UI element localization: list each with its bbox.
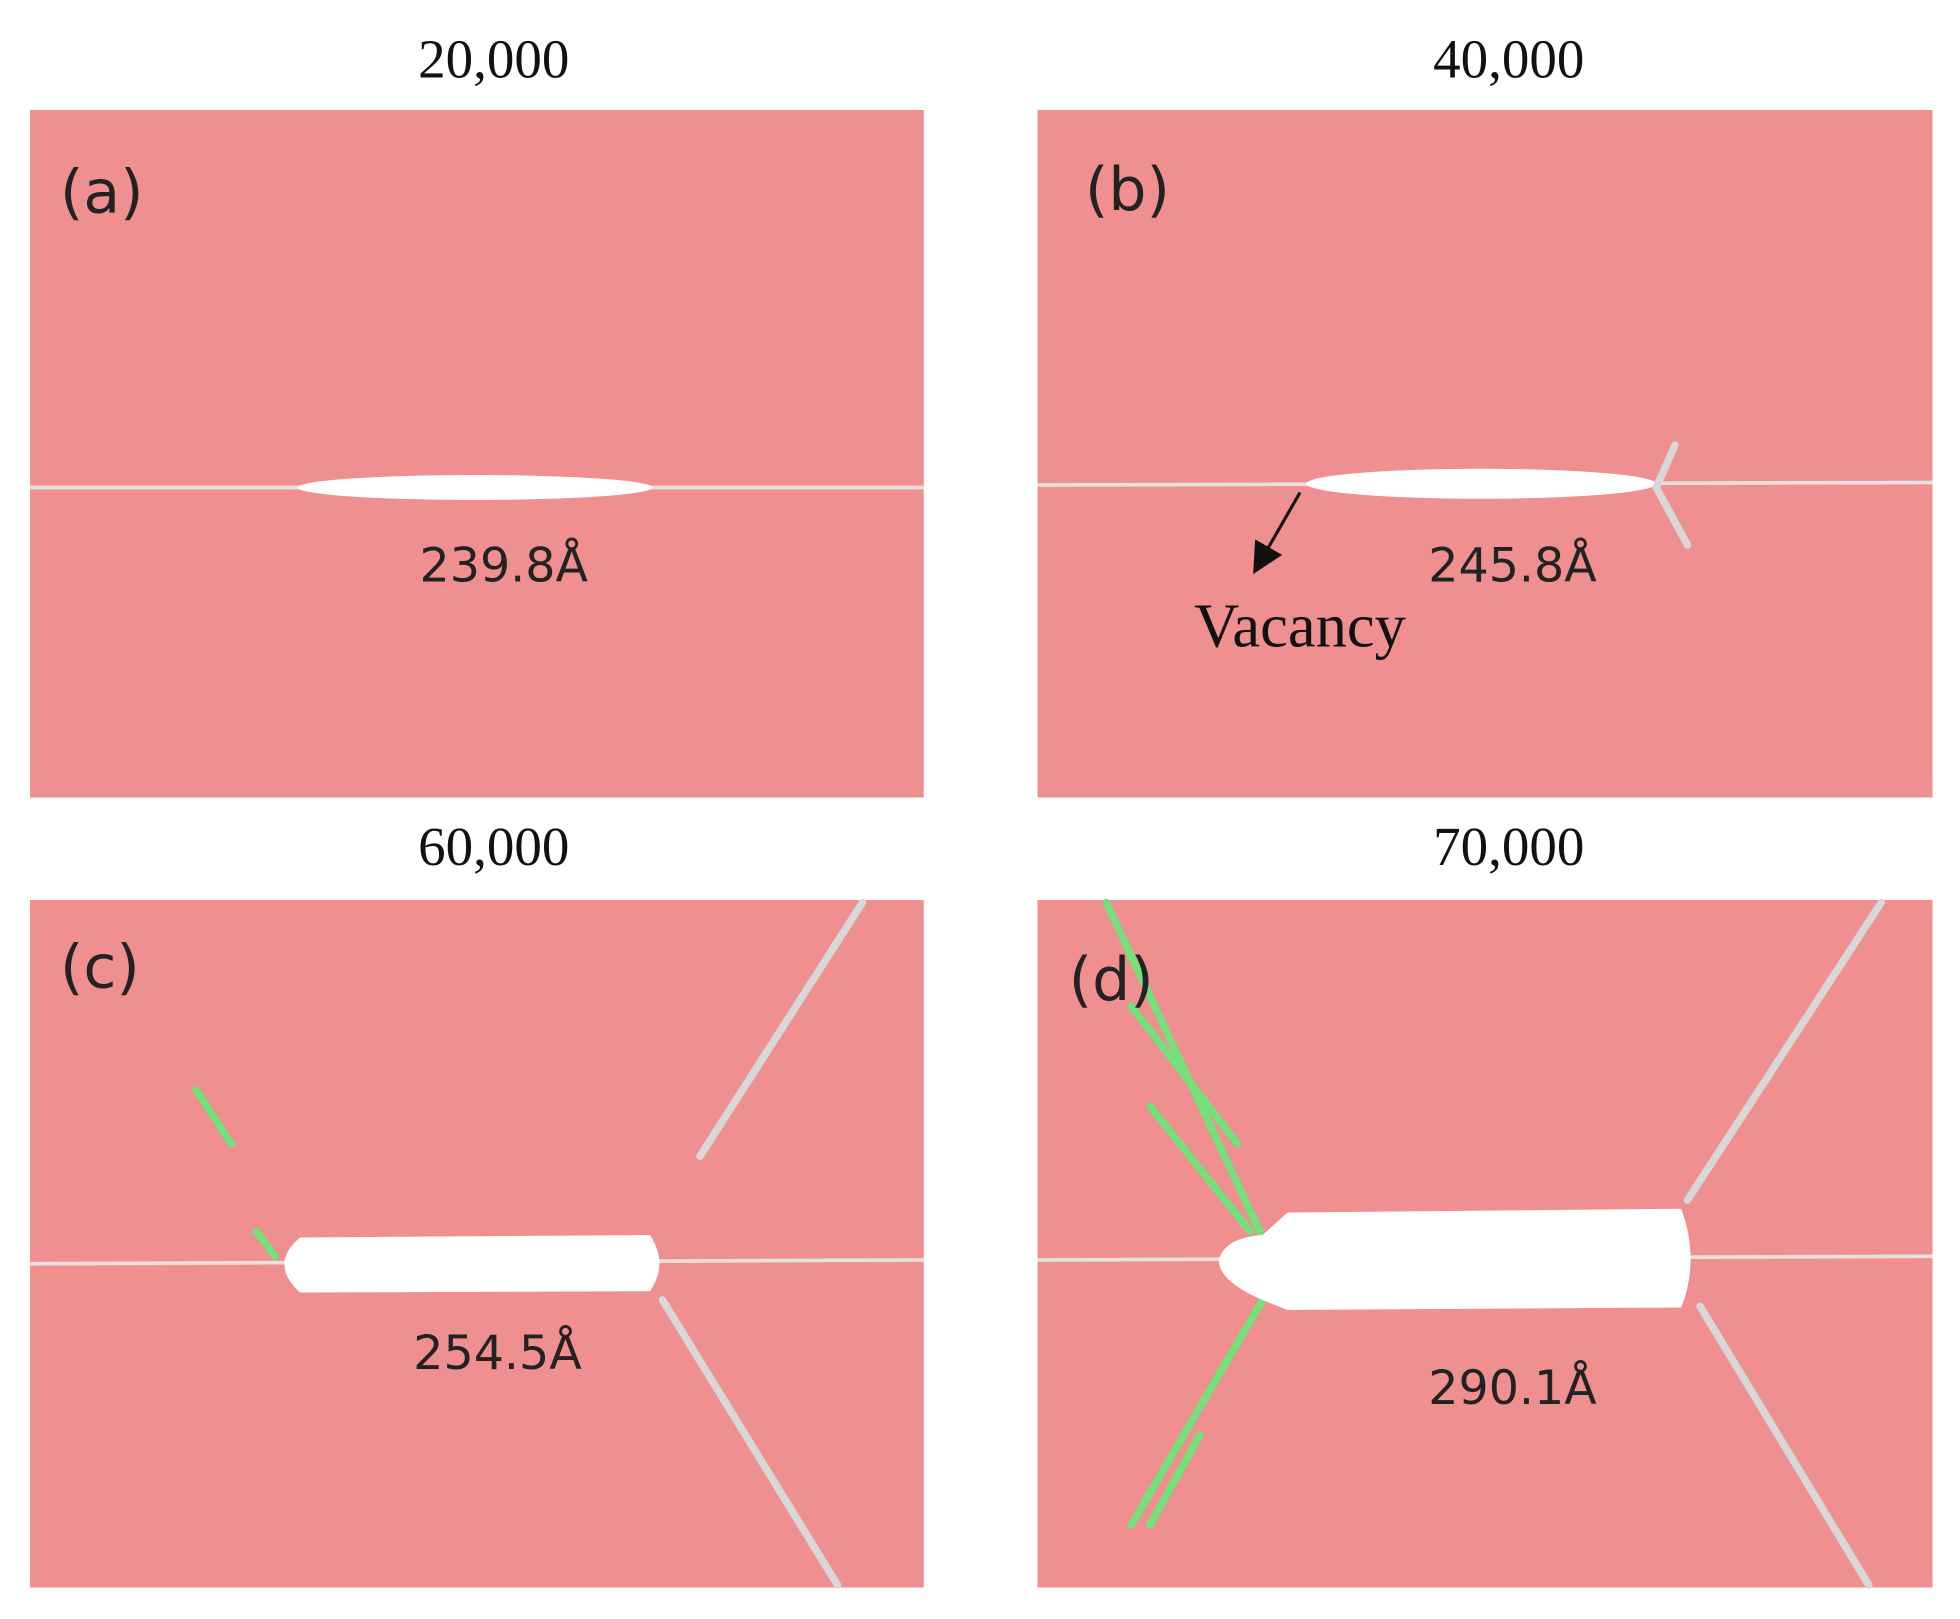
- crack-length: 254.5Å: [413, 1324, 582, 1381]
- panel-label: (a): [60, 158, 144, 228]
- crack: [1306, 468, 1657, 499]
- arrow: [1253, 491, 1302, 575]
- panel-title: 70,000: [1433, 816, 1584, 877]
- annotation: Vacancy: [1194, 590, 1406, 660]
- stacking-fault: [252, 1227, 279, 1261]
- panel-background: [30, 110, 924, 798]
- panel-background: [1037, 110, 1933, 798]
- panel-d: 70,000 (d) 290.1Å: [1037, 816, 1933, 1589]
- crack-length: 245.8Å: [1428, 536, 1597, 593]
- slip-band: [1652, 483, 1692, 549]
- panel-label: (b): [1085, 155, 1170, 225]
- slip-band: [1696, 1302, 1873, 1589]
- stacking-fault: [1146, 1102, 1254, 1236]
- panel-label: (c): [60, 933, 140, 1003]
- crack: [1218, 1208, 1691, 1310]
- slip-band: [658, 1296, 842, 1589]
- slip-band: [1652, 441, 1679, 492]
- panel-title: 40,000: [1433, 29, 1584, 90]
- stacking-fault: [1146, 1431, 1204, 1529]
- stacking-fault: [1127, 1002, 1242, 1148]
- crack: [297, 475, 653, 501]
- panel-title: 20,000: [418, 29, 569, 90]
- panel-title: 60,000: [418, 816, 569, 877]
- crack-length: 239.8Å: [420, 536, 589, 593]
- panel-c: 60,000 (c) 254.5Å: [29, 816, 924, 1589]
- panel-a: 20,000 (a) 239.8Å: [30, 29, 924, 798]
- slip-band: [1683, 898, 1885, 1204]
- slip-band: [696, 898, 867, 1161]
- stacking-fault: [192, 1086, 235, 1148]
- crack-length: 290.1Å: [1428, 1359, 1597, 1416]
- stacking-fault: [1127, 1296, 1267, 1529]
- crack: [284, 1235, 660, 1293]
- panel-label: (d): [1069, 945, 1154, 1015]
- panel-b: 40,000 (b) 245.8Å Vacancy: [1037, 29, 1933, 798]
